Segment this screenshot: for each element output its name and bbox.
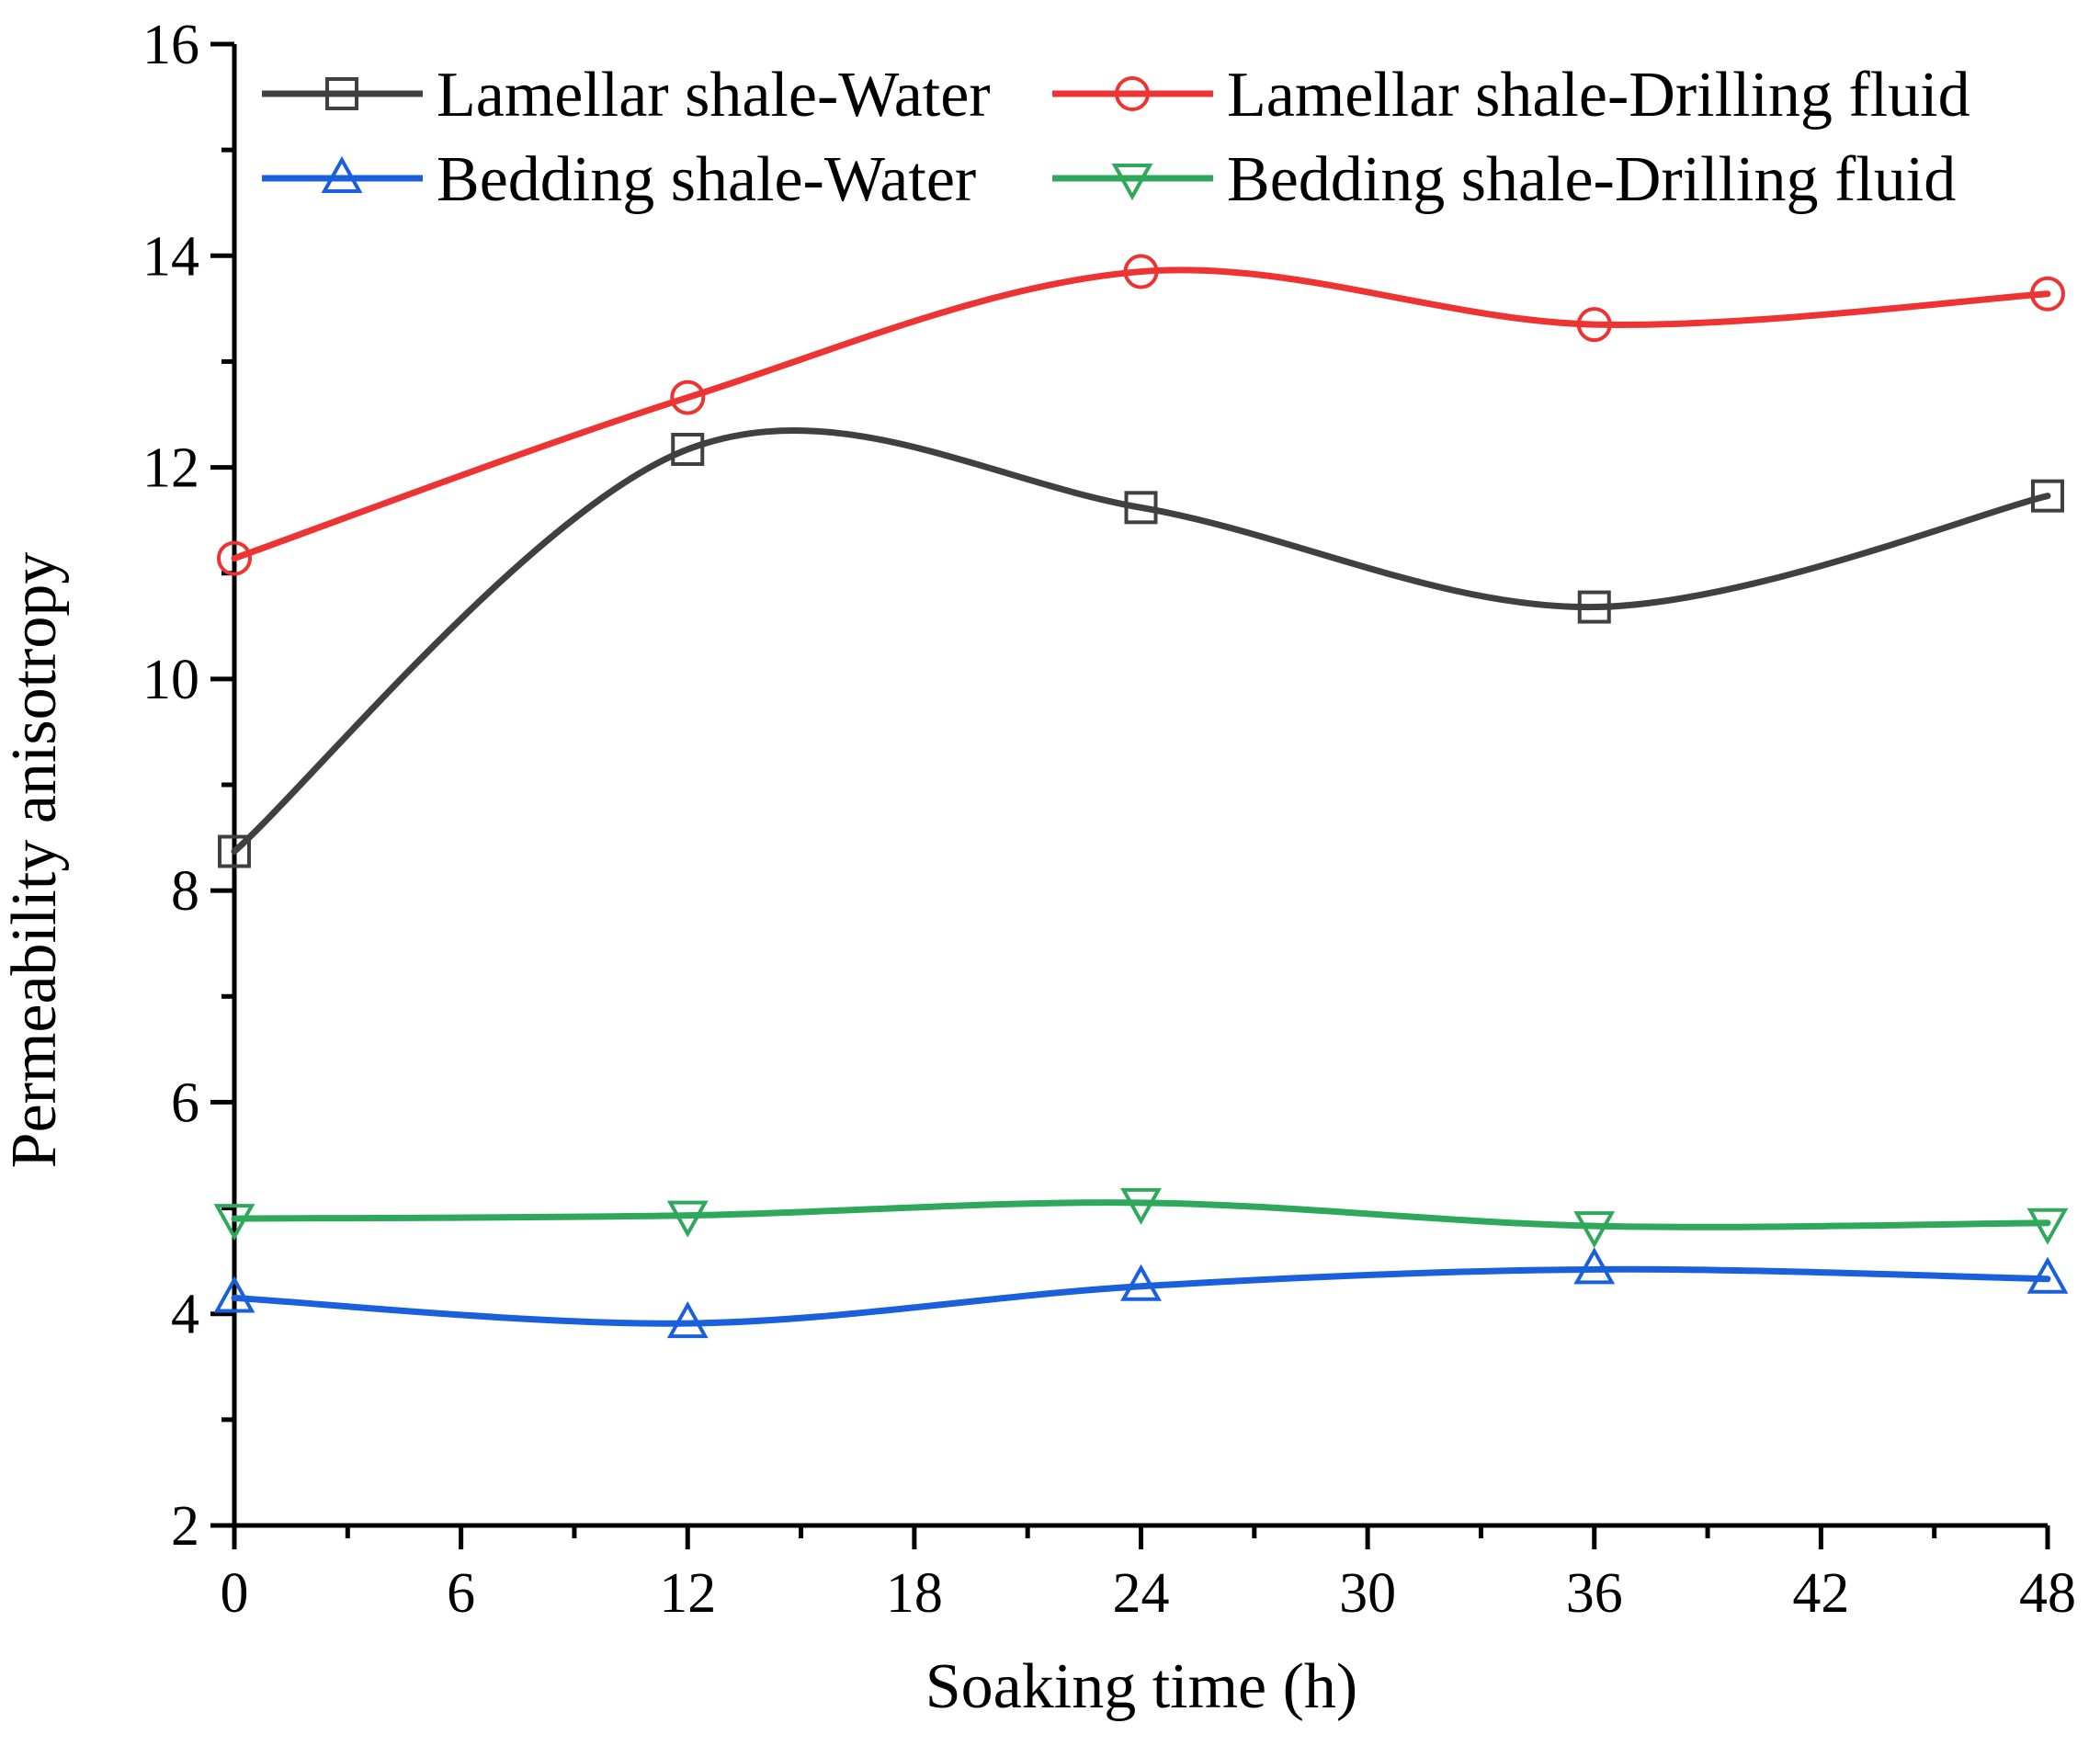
data-point-1 <box>1576 307 1612 343</box>
x-tick-label: 6 <box>447 1562 475 1625</box>
x-tick-label: 42 <box>1792 1562 1849 1625</box>
series-line-3 <box>231 1199 2051 1230</box>
data-point-0 <box>2031 479 2064 513</box>
legend-marker-1 <box>1115 76 1150 111</box>
legend-label-3: Bedding shale-Drilling fluid <box>1227 144 1956 215</box>
series-line-2 <box>231 1265 2051 1327</box>
x-tick-label: 24 <box>1113 1562 1170 1625</box>
series-line-1 <box>231 266 2051 562</box>
data-point-0 <box>671 432 705 466</box>
y-tick-label: 2 <box>171 1495 199 1558</box>
y-tick-label: 6 <box>171 1071 199 1134</box>
series-line-0 <box>231 427 2051 856</box>
data-point-2 <box>666 1300 709 1339</box>
data-point-2 <box>2026 1256 2069 1294</box>
series-lines <box>231 266 2051 1327</box>
legend-label-1: Lamellar shale-Drilling fluid <box>1227 60 1970 130</box>
legend-marker-2 <box>321 155 363 193</box>
y-tick-label: 14 <box>142 225 199 288</box>
data-point-0 <box>1124 491 1158 525</box>
data-point-1 <box>2030 276 2065 312</box>
data-point-0 <box>218 834 251 868</box>
y-tick-label: 12 <box>142 437 199 500</box>
x-tick-label: 0 <box>221 1562 249 1625</box>
y-tick-label: 16 <box>142 14 199 76</box>
series-markers <box>213 254 2069 1339</box>
y-tick-label: 10 <box>142 649 199 711</box>
data-point-2 <box>1120 1264 1162 1301</box>
data-point-2 <box>213 1275 255 1313</box>
x-tick-label: 36 <box>1566 1562 1623 1625</box>
data-point-1 <box>1123 254 1159 289</box>
legend-marker-0 <box>325 77 358 110</box>
data-point-3 <box>1120 1187 1162 1225</box>
y-tick-label: 8 <box>171 860 199 923</box>
data-point-0 <box>1577 590 1611 624</box>
legend-label-0: Lamellar shale-Water <box>437 60 991 130</box>
data-point-3 <box>666 1200 709 1238</box>
data-point-3 <box>2026 1207 2069 1245</box>
x-tick-label: 18 <box>886 1562 943 1625</box>
data-point-1 <box>670 380 706 415</box>
legend-label-2: Bedding shale-Water <box>437 144 976 215</box>
legend-marker-3 <box>1111 164 1153 201</box>
y-axis-title: Permeability anisotropy <box>0 552 70 1169</box>
x-axis-title: Soaking time (h) <box>925 1651 1357 1722</box>
data-point-3 <box>213 1204 255 1241</box>
data-point-3 <box>1573 1211 1616 1249</box>
x-tick-label: 12 <box>659 1562 716 1625</box>
data-point-1 <box>217 540 252 576</box>
x-tick-label: 48 <box>2019 1562 2076 1625</box>
y-tick-label: 4 <box>171 1284 199 1346</box>
legend: Lamellar shale-Water Lamellar shale-Drill… <box>262 60 1970 215</box>
x-tick-label: 30 <box>1339 1562 1396 1625</box>
data-point-2 <box>1573 1247 1616 1285</box>
